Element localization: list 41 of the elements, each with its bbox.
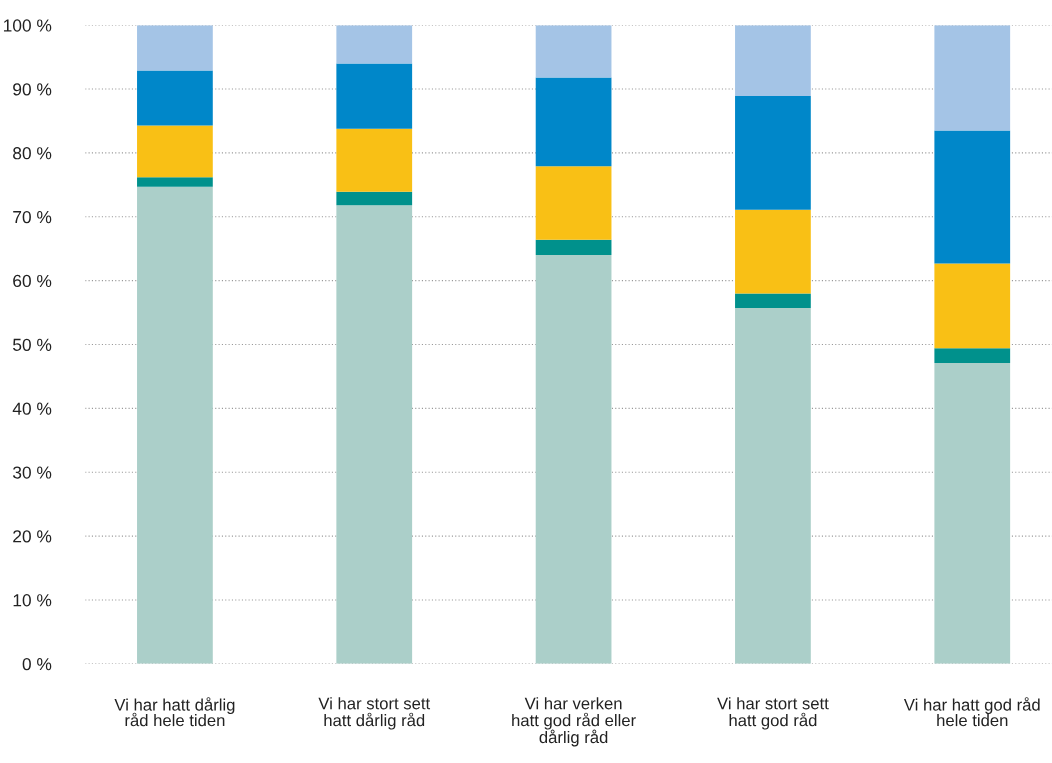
bar — [735, 96, 811, 210]
bar — [137, 125, 213, 178]
y-tick-label: 80 % — [13, 147, 52, 160]
bar — [934, 348, 1011, 364]
bar — [336, 128, 413, 192]
bar — [735, 209, 811, 294]
bar — [336, 63, 413, 129]
y-tick-label: 20 % — [13, 530, 52, 543]
bar — [934, 25, 1011, 131]
y-tick-label: 60 % — [13, 274, 52, 288]
y-tick-label: 30 % — [12, 466, 52, 479]
bar — [137, 186, 213, 664]
bar — [535, 25, 612, 78]
bar — [535, 166, 612, 240]
bar — [535, 77, 612, 167]
y-tick-label: 70 % — [13, 210, 52, 224]
bar — [336, 25, 413, 64]
bar — [934, 363, 1011, 664]
y-tick-label: 90 % — [13, 83, 52, 96]
bar — [137, 25, 213, 71]
bar — [934, 130, 1011, 264]
bar — [137, 177, 213, 187]
y-tick-label: 100 % — [3, 19, 52, 32]
bar — [137, 70, 213, 126]
x-tick-label: Vi har verken hatt god råd eller dårlig råd — [512, 697, 636, 747]
y-tick-label: 40 % — [12, 402, 52, 415]
x-tick-label: Vi har stort sett hatt god råd — [717, 697, 829, 730]
y-tick-label: 50 % — [13, 338, 52, 351]
bar — [535, 255, 612, 664]
bar — [735, 293, 811, 309]
y-tick-label: 0 % — [22, 657, 52, 671]
bar — [535, 239, 612, 256]
bar — [735, 25, 811, 97]
bar — [336, 191, 413, 206]
x-tick-label: Vi har hatt god råd hele tiden — [903, 697, 1040, 727]
x-tick-label: Vi har stort sett hatt dårlig råd — [318, 697, 431, 730]
x-tick-label: Vi har hatt dårlig råd hele tiden — [114, 697, 235, 727]
bar — [934, 263, 1011, 349]
bar — [336, 205, 413, 664]
bar — [735, 308, 811, 664]
y-tick-label: 10 % — [13, 594, 52, 607]
